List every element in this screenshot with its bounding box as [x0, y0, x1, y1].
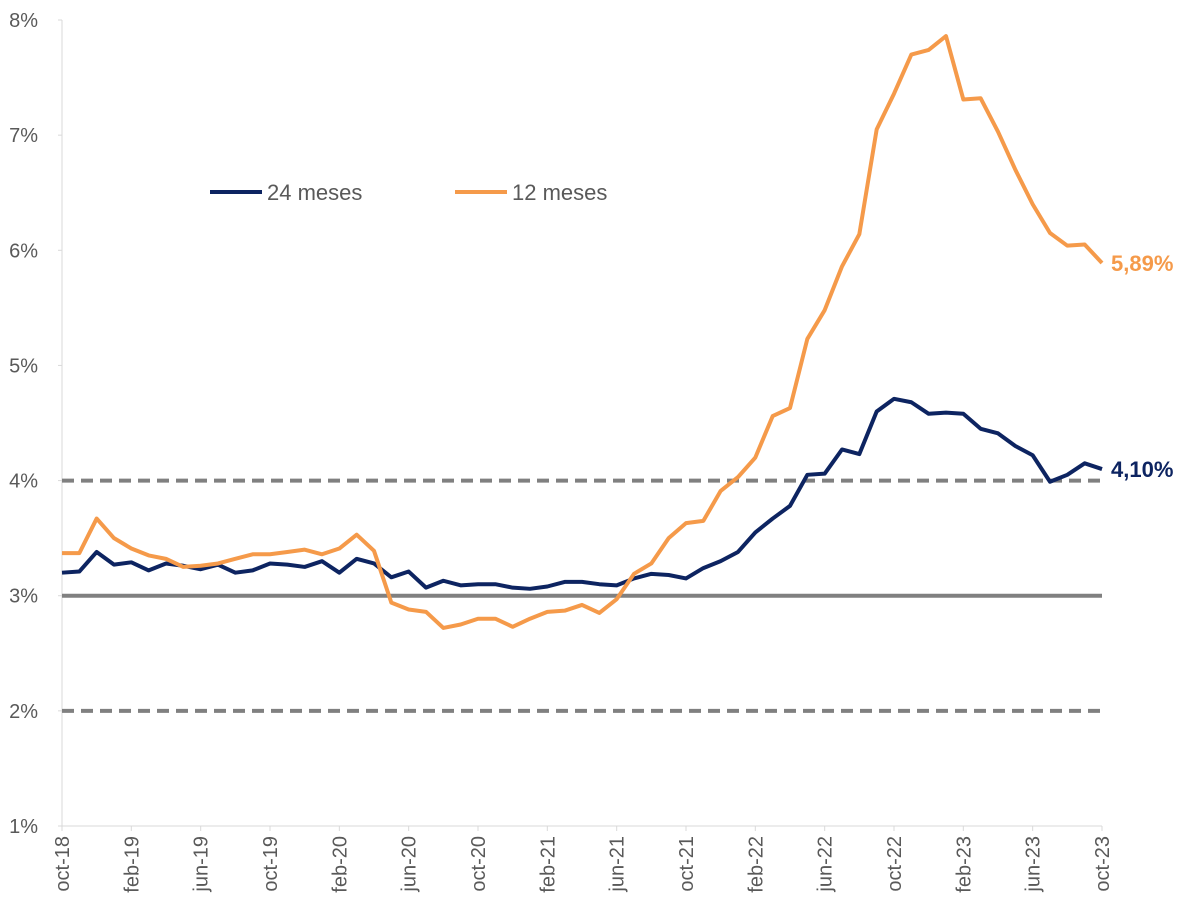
y-tick-label: 7%: [9, 125, 38, 147]
x-tick-label: oct-18: [52, 836, 74, 892]
x-tick-label: oct-20: [468, 836, 490, 892]
x-tick-label: jun-20: [399, 836, 421, 893]
x-tick-label: jun-23: [1023, 836, 1045, 893]
x-tick-label: feb-22: [745, 836, 767, 893]
x-tick-label: jun-22: [815, 836, 837, 893]
x-tick-label: feb-23: [953, 836, 975, 893]
y-tick-label: 8%: [9, 10, 38, 32]
y-tick-label: 6%: [9, 240, 38, 262]
x-tick-label: feb-20: [329, 836, 351, 893]
data-label: 4,10%: [1111, 457, 1173, 482]
legend-label: 24 meses: [267, 180, 362, 205]
series-line: [62, 34, 1104, 630]
y-tick-label: 5%: [9, 355, 38, 377]
x-tick-label: oct-21: [676, 836, 698, 892]
x-tick-label: oct-23: [1092, 836, 1114, 892]
series-line: [61, 396, 1103, 591]
data-label: 5,89%: [1111, 251, 1173, 276]
x-tick-label: jun-21: [607, 836, 629, 893]
x-tick-label: feb-21: [537, 836, 559, 893]
x-tick-label: feb-19: [121, 836, 143, 893]
y-tick-label: 2%: [9, 701, 38, 723]
y-tick-label: 3%: [9, 586, 38, 608]
legend-label: 12 meses: [512, 180, 607, 205]
y-tick-label: 4%: [9, 471, 38, 493]
x-tick-label: jun-19: [191, 836, 213, 893]
x-tick-label: oct-22: [884, 836, 906, 892]
x-tick-label: oct-19: [260, 836, 282, 892]
y-tick-label: 1%: [9, 816, 38, 838]
